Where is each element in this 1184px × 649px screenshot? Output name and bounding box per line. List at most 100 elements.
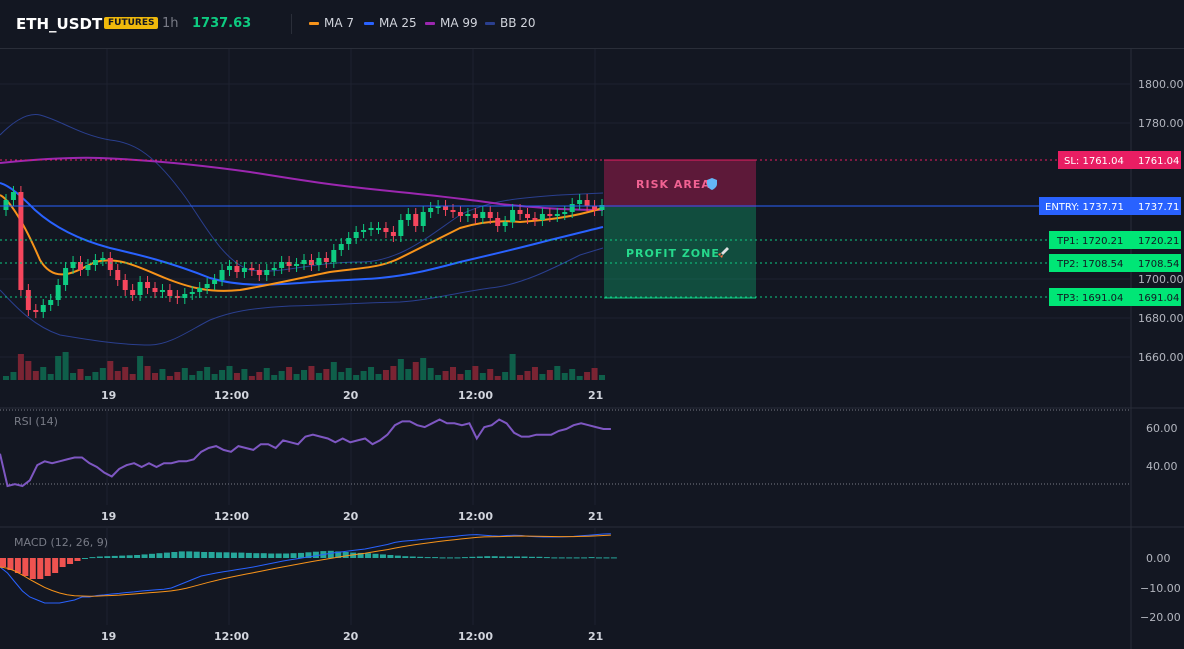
profit-zone-box[interactable]	[604, 207, 756, 298]
candle-body	[599, 205, 605, 210]
macd-histogram-bar	[156, 553, 163, 558]
volume-bar	[397, 359, 404, 380]
candle-body	[420, 212, 426, 226]
tp1-tag[interactable]	[1049, 231, 1181, 249]
ma99-line[interactable]	[0, 156, 604, 211]
volume-bar	[412, 362, 419, 380]
candle-body	[376, 228, 381, 230]
legend-ma7[interactable]: MA 7	[309, 16, 354, 30]
candle-body	[346, 238, 352, 244]
macd-histogram-bar	[439, 557, 446, 559]
volume-bar	[599, 375, 605, 380]
ma25-line[interactable]	[0, 182, 604, 286]
macd-histogram-bar	[432, 557, 439, 559]
volume-bar	[70, 373, 77, 380]
volume-bar	[308, 366, 315, 380]
entry-tag[interactable]	[1039, 197, 1181, 215]
rsi-title[interactable]: RSI (14)	[14, 415, 58, 428]
candle-body	[219, 270, 225, 280]
volume-bar	[233, 373, 240, 380]
macd-histogram-bar	[476, 556, 483, 558]
macd-histogram-bar	[521, 556, 528, 558]
candle-body	[569, 204, 575, 212]
tp1-axis-value: 1720.21	[1138, 236, 1179, 247]
candle-body	[78, 262, 83, 270]
macd-title[interactable]: MACD (12, 26, 9)	[14, 536, 108, 549]
volume-bar	[576, 376, 583, 380]
symbol-name[interactable]: ETH_USDT	[16, 15, 103, 33]
time-label: 12:00	[214, 389, 249, 402]
macd-histogram-bar	[163, 552, 170, 558]
bb-lower-line[interactable]	[0, 247, 604, 346]
price-tick: 1660.00	[1138, 351, 1184, 364]
time-label: 20	[343, 510, 359, 523]
candle-body	[472, 214, 478, 218]
volume-bar	[256, 372, 263, 380]
candle-body	[450, 210, 456, 212]
macd-histogram-bar	[581, 557, 588, 559]
macd-histogram-bar	[67, 558, 74, 564]
volume-bar	[293, 374, 300, 380]
rsi-line[interactable]	[0, 418, 611, 488]
candle-body	[577, 200, 583, 204]
volume-bar	[368, 367, 375, 380]
macd-histogram-bar	[379, 554, 386, 558]
volume-bar	[219, 370, 226, 380]
candle-body	[457, 212, 463, 216]
macd-histogram-bar	[37, 558, 44, 579]
volume-bar	[211, 374, 218, 380]
tp2-tag[interactable]	[1049, 254, 1181, 272]
volume-bar	[569, 369, 576, 380]
volume-bar	[166, 376, 173, 380]
macd-histogram-bar	[290, 553, 297, 558]
volume-bar	[92, 372, 99, 380]
profit-zone-label: PROFIT ZONE	[626, 247, 720, 260]
volume-bar	[427, 368, 434, 380]
price-tick: 1780.00	[1138, 117, 1184, 130]
volume-bar	[472, 366, 479, 380]
volume-bar	[338, 372, 345, 380]
volume-bar	[25, 361, 32, 380]
macd-histogram-bar	[245, 552, 252, 558]
candle-body	[249, 268, 255, 270]
volume-bar	[502, 372, 509, 380]
volume-bar	[479, 373, 486, 380]
volume-bar	[189, 375, 196, 380]
candle-body	[145, 282, 151, 288]
legend-bb20[interactable]: BB 20	[485, 16, 536, 30]
macd-histogram-bar	[193, 551, 200, 558]
macd-histogram-bar	[417, 556, 424, 558]
bb-upper-line[interactable]	[0, 114, 604, 272]
macd-histogram-bar	[566, 557, 573, 559]
volume-bar	[263, 368, 270, 380]
volume-bar	[137, 356, 144, 380]
macd-histogram-bar	[357, 552, 364, 558]
sl-tag[interactable]	[1058, 151, 1181, 169]
macd-histogram-bar	[89, 557, 96, 559]
risk-area-box[interactable]	[604, 160, 756, 207]
time-label: 19	[101, 630, 116, 643]
volume-bar	[382, 370, 389, 380]
legend-ma25[interactable]: MA 25	[364, 16, 417, 30]
macd-signal-line[interactable]	[0, 534, 611, 597]
candle-body	[234, 266, 240, 272]
timeframe-label[interactable]: 1h	[162, 16, 179, 31]
macd-histogram-bar	[491, 556, 498, 558]
macd-histogram-bar	[596, 557, 602, 559]
volume-bar	[531, 367, 538, 380]
volume-bar	[561, 373, 568, 380]
volume-bar	[3, 376, 9, 380]
volume-bar	[241, 369, 248, 380]
candlestick-series[interactable]	[3, 186, 605, 318]
candle-body	[10, 192, 16, 200]
tp3-tag[interactable]	[1049, 288, 1181, 306]
macd-line[interactable]	[0, 533, 611, 604]
volume-series[interactable]	[3, 352, 605, 380]
macd-histogram[interactable]	[0, 550, 617, 579]
macd-histogram-bar	[327, 550, 334, 558]
legend-label: MA 7	[324, 16, 355, 30]
legend-ma99[interactable]: MA 99	[425, 16, 478, 30]
entry-tag-label: ENTRY: 1737.71	[1045, 202, 1124, 213]
macd-histogram-bar	[335, 551, 342, 558]
